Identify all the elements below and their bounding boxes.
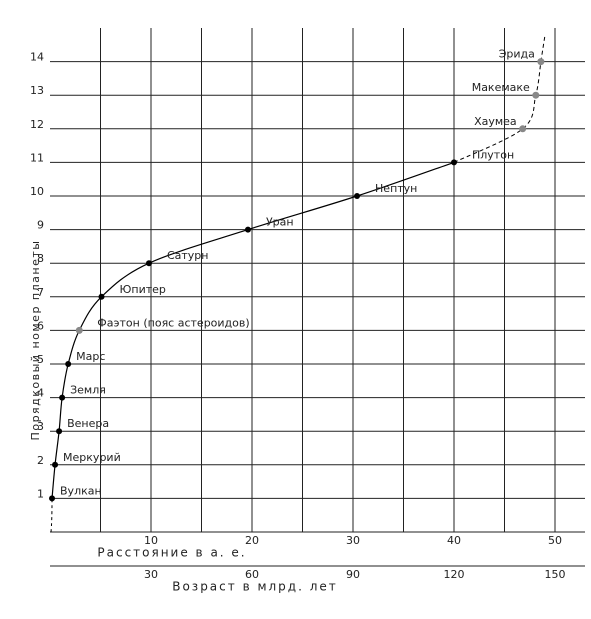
point-label: Вулкан: [60, 484, 102, 497]
y-axis-label: Порядковый номер планеты: [29, 240, 42, 441]
y-tick-label: 2: [37, 454, 44, 467]
point-label: Хаумеа: [474, 115, 517, 128]
point: [49, 495, 56, 502]
x2-tick-label: 30: [144, 568, 158, 581]
y-tick-label: 3: [37, 420, 44, 433]
point: [56, 428, 63, 435]
point: [75, 326, 83, 334]
y-tick-label: 8: [37, 252, 44, 265]
line-extension: [50, 498, 53, 533]
point: [52, 461, 59, 468]
y-tick-label: 12: [30, 118, 44, 131]
point-label: Сатурн: [167, 249, 209, 262]
x-tick-label: 10: [144, 534, 158, 547]
point: [519, 125, 527, 133]
x-tick-label: 30: [346, 534, 360, 547]
point: [354, 193, 361, 199]
point-label: Плутон: [472, 148, 514, 161]
point-label: Нептун: [375, 182, 417, 195]
y-tick-label: 5: [37, 353, 44, 366]
y-tick-label: 11: [30, 151, 44, 164]
line-extension: [540, 35, 546, 62]
x2-tick-label: 120: [444, 568, 465, 581]
x2-tick-label: 60: [245, 568, 259, 581]
point-label: Земля: [70, 384, 106, 397]
x2-axis-label: Возраст в млрд. лет: [172, 580, 338, 594]
x-tick-label: 50: [548, 534, 562, 547]
point: [59, 394, 66, 401]
y-tick-label: 13: [30, 84, 44, 97]
point-label: Юпитер: [120, 283, 166, 296]
y-tick-label: 7: [37, 286, 44, 299]
point: [537, 58, 545, 66]
y-tick-label: 1: [37, 487, 44, 500]
point-label: Марс: [76, 350, 105, 363]
y-tick-label: 9: [37, 219, 44, 232]
x2-tick-label: 90: [346, 568, 360, 581]
point: [98, 293, 105, 300]
point-label: Фаэтон (пояс астероидов): [97, 316, 249, 329]
point-label: Макемаке: [472, 81, 530, 94]
x2-tick-label: 150: [545, 568, 566, 581]
point: [532, 91, 540, 99]
y-tick-label: 6: [37, 319, 44, 332]
point-label: Эрида: [499, 48, 535, 61]
point: [244, 226, 251, 233]
point: [145, 260, 152, 267]
y-tick-label: 14: [30, 51, 44, 64]
x-tick-label: 40: [447, 534, 461, 547]
y-tick-label: 10: [30, 185, 44, 198]
line: [51, 161, 455, 499]
point: [65, 361, 72, 367]
point: [451, 159, 457, 166]
x-axis-label: Расстояние в а. е.: [97, 546, 246, 560]
point-label: Уран: [266, 216, 294, 229]
line-dashed: [453, 61, 542, 163]
point-label: Венера: [67, 417, 109, 430]
y-tick-label: 4: [37, 387, 44, 400]
x-tick-label: 20: [245, 534, 259, 547]
point-label: Меркурий: [63, 451, 121, 464]
